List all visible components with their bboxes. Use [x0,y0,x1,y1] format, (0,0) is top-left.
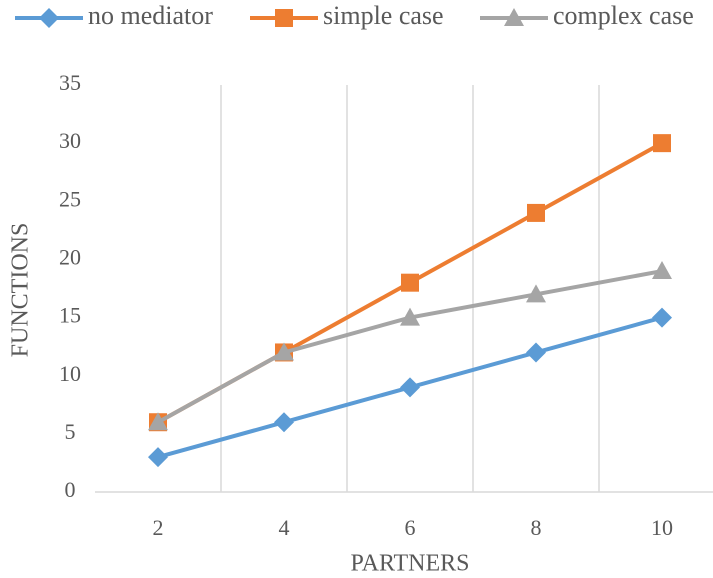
legend-label: complex case [553,1,694,30]
marker-triangle [526,284,546,303]
legend-label: simple case [323,1,444,30]
y-axis-label: FUNCTIONS [8,223,34,358]
marker-triangle [148,412,168,431]
y-tick-label: 5 [65,419,76,444]
x-tick-label: 10 [651,515,673,540]
marker-square [653,134,671,153]
y-tick-label: 10 [59,361,81,386]
series-line [157,269,663,424]
marker-diamond [652,307,672,328]
marker-square [275,9,293,27]
y-tick-label: 25 [59,186,81,211]
marker-diamond [526,342,546,363]
marker-diamond [400,377,420,398]
x-tick-label: 2 [153,515,164,540]
marker-diamond [148,447,168,468]
marker-square [401,273,419,292]
marker-triangle [274,342,294,361]
y-tick-label: 15 [59,303,81,328]
x-tick-label: 6 [405,515,416,540]
y-tick-label: 35 [59,70,81,95]
x-tick-label: 4 [279,515,290,540]
y-tick-label: 30 [59,128,81,153]
marker-triangle [504,8,524,26]
marker-triangle [652,261,672,280]
x-axis-label: PARTNERS [350,551,469,577]
marker-square [527,203,545,222]
marker-diamond [39,8,59,28]
marker-diamond [274,412,294,433]
y-tick-label: 0 [65,477,76,502]
y-tick-label: 20 [59,244,81,269]
marker-triangle [400,307,420,326]
x-tick-label: 8 [531,515,542,540]
legend-label: no mediator [88,1,213,30]
